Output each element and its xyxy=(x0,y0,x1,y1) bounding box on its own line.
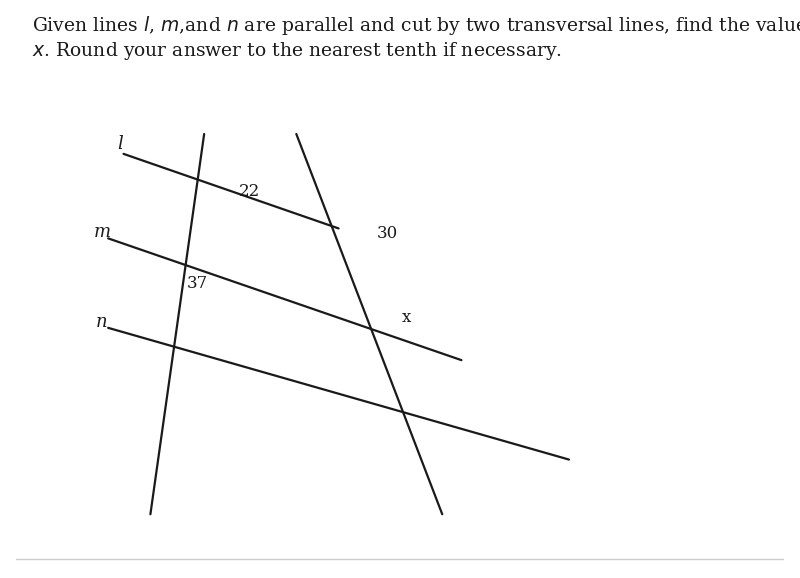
Text: m: m xyxy=(94,224,110,242)
Text: n: n xyxy=(96,313,108,331)
Text: $x$. Round your answer to the nearest tenth if necessary.: $x$. Round your answer to the nearest te… xyxy=(32,40,562,62)
Text: Given lines $l$, $m$,and $n$ are parallel and cut by two transversal lines, find: Given lines $l$, $m$,and $n$ are paralle… xyxy=(32,14,800,38)
Text: 37: 37 xyxy=(186,275,208,292)
Text: 30: 30 xyxy=(377,225,398,242)
Text: x: x xyxy=(402,309,411,327)
Text: 22: 22 xyxy=(238,183,260,199)
Text: l: l xyxy=(117,135,122,153)
